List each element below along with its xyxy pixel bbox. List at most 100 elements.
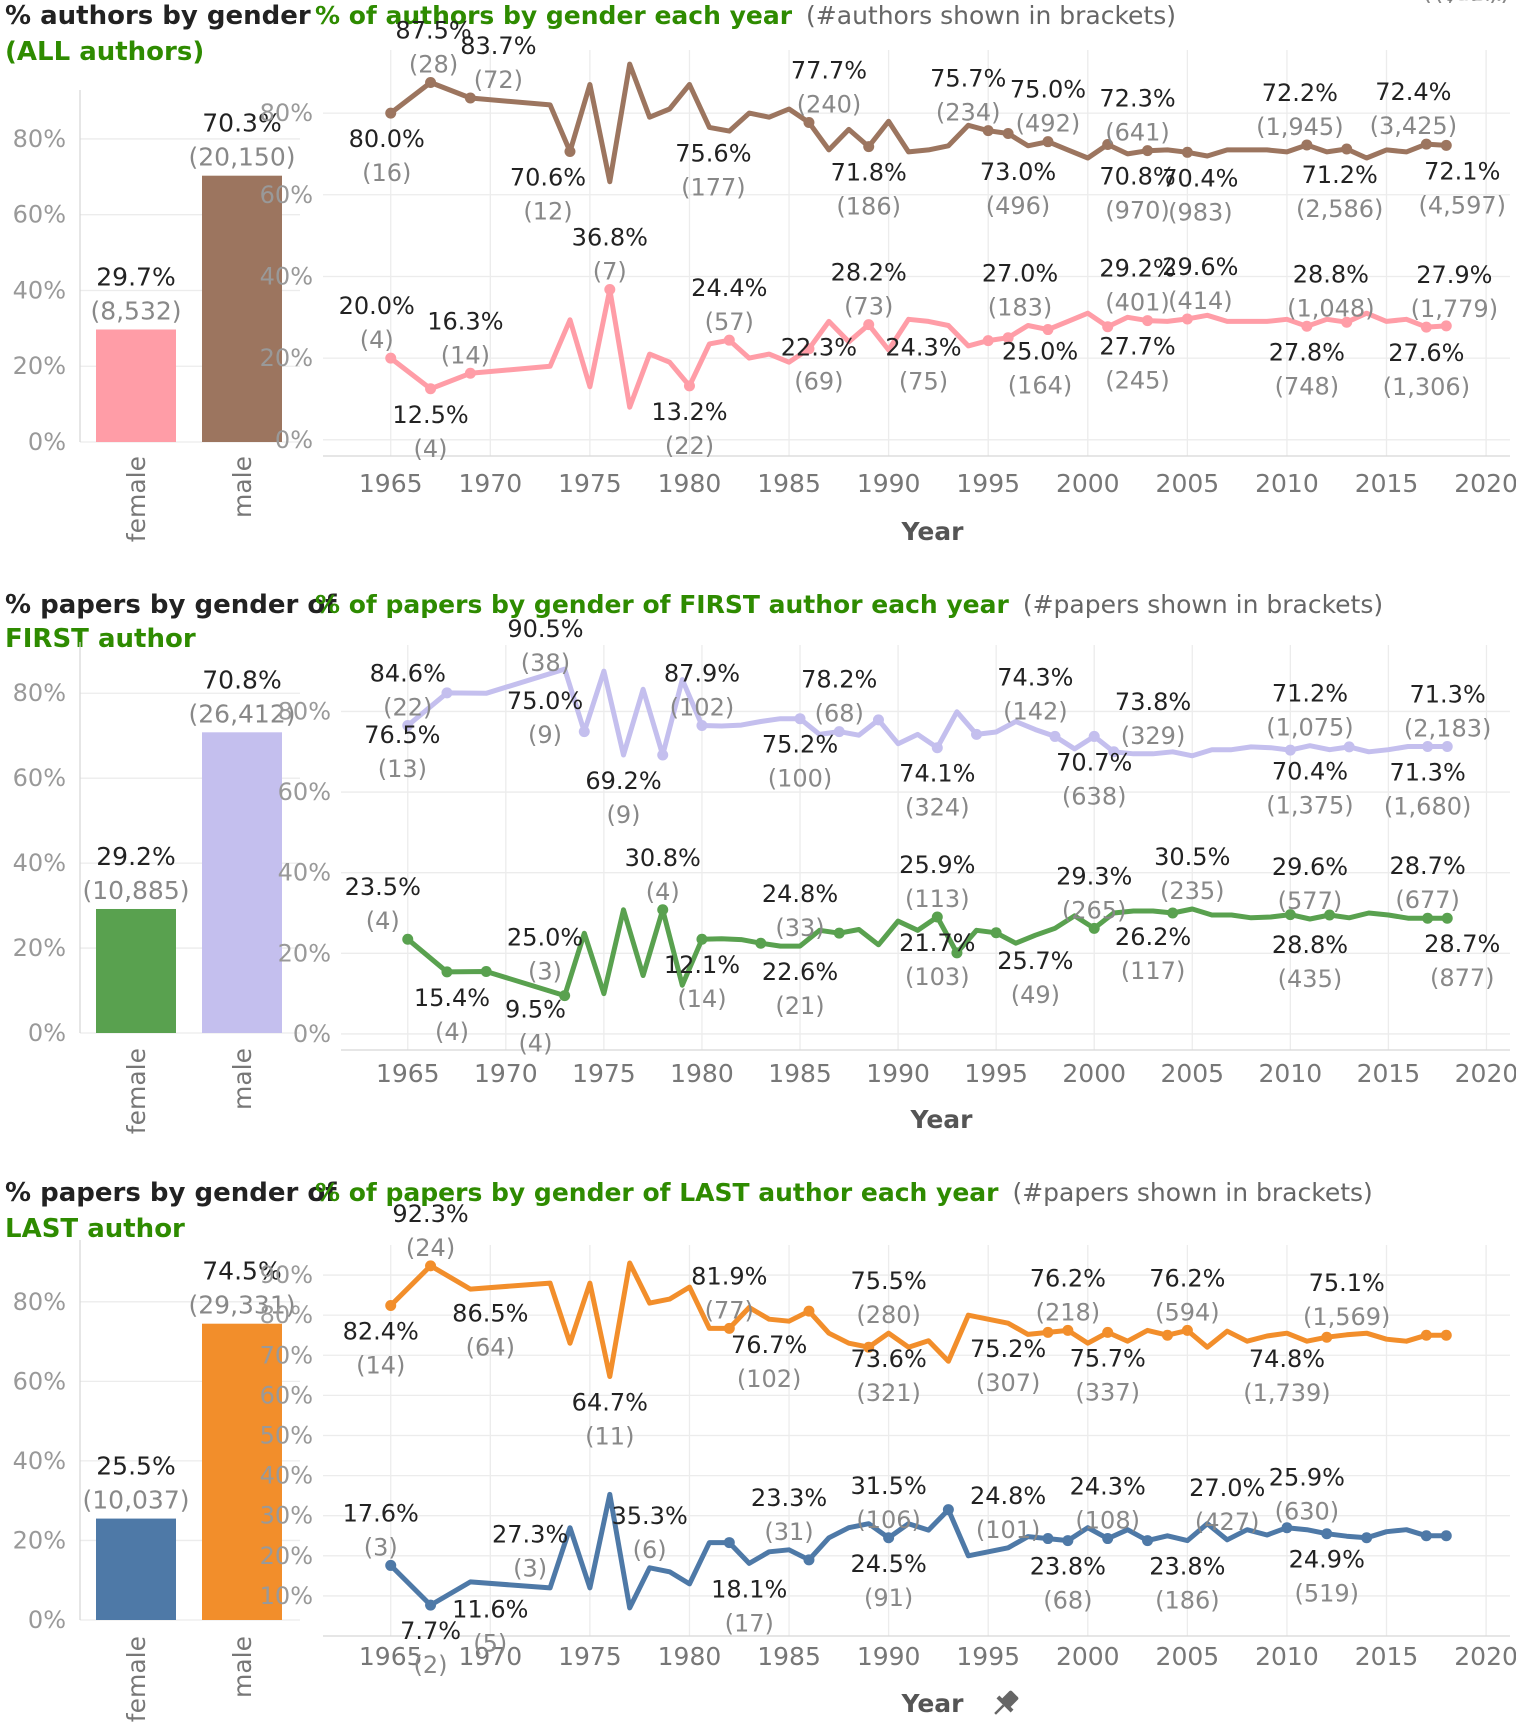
data-label-count: (594)	[1155, 1298, 1220, 1326]
data-label-pct: 17.6%	[343, 1499, 419, 1527]
line-y-tick-label: 70%	[260, 1341, 313, 1369]
x-tick-label: 1990	[857, 1642, 921, 1671]
data-label-count: (1,680)	[1384, 793, 1471, 821]
data-label-count: (4)	[414, 435, 448, 463]
series-point-male	[982, 125, 994, 137]
series-point-male	[402, 720, 414, 732]
data-label-pct: 24.3%	[1070, 1473, 1146, 1501]
data-label-pct: 80.0%	[349, 125, 425, 153]
series-point-male	[1049, 730, 1061, 742]
data-label-count: (14)	[677, 985, 726, 1013]
series-point-male	[1341, 143, 1353, 155]
bar-y-tick-label: 40%	[13, 849, 66, 877]
data-label-count: (177)	[681, 173, 746, 201]
series-point-male	[803, 116, 815, 128]
data-label-count: (6)	[633, 1536, 667, 1564]
first-author-line-chart: % of papers by gender of FIRST author ea…	[278, 590, 1516, 1134]
series-point-male	[385, 1300, 397, 1312]
bar-value-label: 74.5%	[202, 1257, 281, 1286]
data-label-count: (435)	[1278, 965, 1343, 993]
data-label-count: (4)	[435, 1018, 469, 1046]
series-point-male	[1181, 146, 1193, 158]
series-point-female	[931, 911, 943, 923]
data-label-count: (4)	[366, 907, 400, 935]
series-point-female	[1281, 1522, 1293, 1534]
data-label-pct: 15.4%	[414, 984, 490, 1012]
series-point-male	[931, 742, 943, 754]
data-label-count: (142)	[1003, 698, 1068, 726]
line-y-tick-label: 40%	[260, 1462, 313, 1490]
series-point-female	[425, 1599, 437, 1611]
series-point-female	[657, 904, 669, 916]
bar-y-tick-label: 20%	[13, 934, 66, 962]
data-label-count: (337)	[1075, 1378, 1140, 1406]
data-label-pct: 12.1%	[664, 951, 740, 979]
data-label-pct: 36.8%	[572, 224, 648, 252]
series-point-female	[982, 335, 994, 347]
data-label-count: (245)	[1105, 367, 1170, 395]
series-point-male	[425, 1260, 437, 1272]
series-line-male	[388, 1260, 1449, 1379]
series-point-female	[1324, 909, 1336, 921]
series-point-female	[1042, 324, 1054, 336]
data-label-count: (22)	[383, 694, 432, 722]
series-point-female	[385, 352, 397, 364]
data-label-pct: 29.6%	[1162, 253, 1238, 281]
x-tick-label: 1995	[956, 1642, 1020, 1671]
data-label-pct: 69.2%	[585, 767, 661, 795]
x-tick-label: 2010	[1255, 469, 1319, 498]
series-point-male	[833, 726, 845, 738]
data-label-pct: 71.8%	[831, 159, 907, 187]
line-y-tick-label: 20%	[260, 344, 313, 372]
data-label-count: (14)	[441, 341, 490, 369]
series-point-male	[564, 145, 576, 157]
bar-y-tick-label: 80%	[13, 125, 66, 153]
data-label-pct: 22.3%	[781, 333, 857, 361]
data-label-count: (11)	[585, 1423, 634, 1451]
series-point-female	[833, 927, 845, 939]
bar-male	[202, 1323, 282, 1620]
data-label-count: (324)	[905, 794, 970, 822]
data-label-count: (186)	[1155, 1587, 1220, 1615]
line-chart-title: % of papers by gender of FIRST author ea…	[315, 590, 1010, 619]
x-tick-label: 2020	[1454, 469, 1516, 498]
data-label-count: (38)	[521, 649, 570, 677]
series-point-male	[863, 1341, 875, 1353]
series-point-female	[402, 933, 414, 945]
data-label-pct: 29.3%	[1056, 862, 1132, 890]
line-y-tick-label: 20%	[278, 939, 331, 967]
x-tick-label: 1990	[857, 469, 921, 498]
series-point-female	[1420, 321, 1432, 333]
bar-y-tick-label: 40%	[13, 1447, 66, 1475]
data-label-pct: 72.2%	[1262, 79, 1338, 107]
data-label-pct: 75.6%	[675, 139, 751, 167]
data-label-pct: 23.8%	[1149, 1553, 1225, 1581]
x-tick-label: 2020	[1455, 1059, 1516, 1088]
bar-male	[202, 732, 282, 1033]
line-y-tick-label: 60%	[278, 778, 331, 806]
series-point-female	[1284, 909, 1296, 921]
data-label-pct: 23.8%	[1030, 1553, 1106, 1581]
data-label-pct: 70.7%	[1056, 748, 1132, 776]
data-label-pct: 87.5%	[395, 16, 471, 44]
x-tick-label: 1985	[768, 1059, 832, 1088]
data-label-count: (69)	[794, 367, 843, 395]
data-label-count: (17)	[725, 1609, 774, 1637]
data-label-count: (101)	[976, 1516, 1041, 1544]
data-label-pct: 74.3%	[997, 664, 1073, 692]
bar-y-tick-label: 60%	[13, 201, 66, 229]
bar-y-tick-label: 80%	[13, 1288, 66, 1316]
line-chart-title: % of authors by gender each year	[315, 1, 793, 30]
series-point-male	[696, 720, 708, 732]
series-point-female	[863, 319, 875, 331]
series-point-female	[1142, 1535, 1154, 1547]
data-label-pct: 24.8%	[762, 880, 838, 908]
data-label-count: (307)	[976, 1369, 1041, 1397]
data-label-pct: 25.7%	[997, 947, 1073, 975]
bar-chart-subtitle: LAST author	[5, 1214, 185, 1244]
series-point-male	[1062, 1324, 1074, 1336]
series-point-female	[951, 947, 963, 959]
line-y-tick-label: 80%	[260, 99, 313, 127]
data-label-count: (427)	[1195, 1508, 1260, 1536]
series-point-female	[1102, 321, 1114, 333]
